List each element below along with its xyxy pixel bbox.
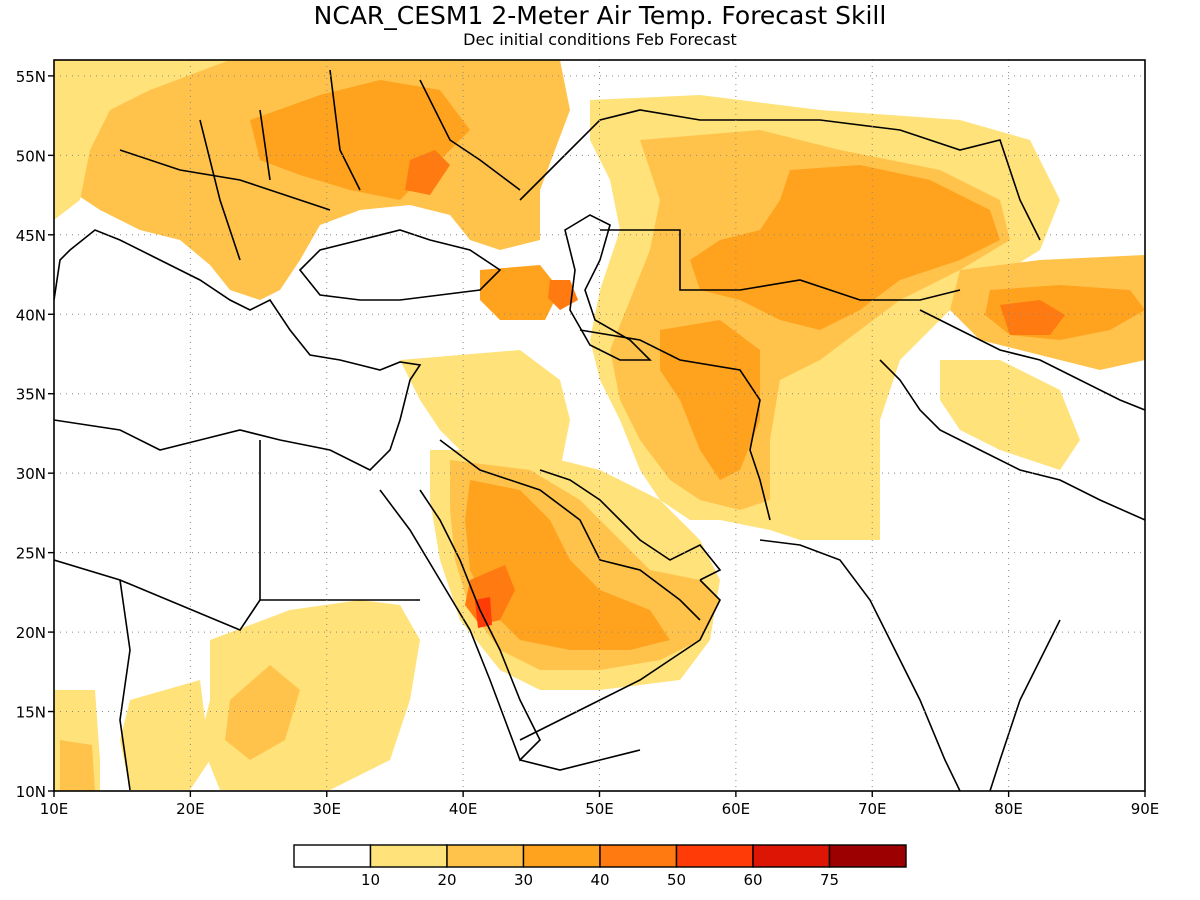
sudan-shading bbox=[225, 665, 300, 760]
caucasus-shading bbox=[480, 265, 560, 320]
lat-tick-label: 30N bbox=[16, 465, 46, 483]
europe-light-shading bbox=[54, 60, 230, 220]
caspian-coast bbox=[564, 214, 652, 361]
lon-tick-label: 60E bbox=[722, 800, 751, 818]
lat-tick-label: 20N bbox=[16, 624, 46, 642]
arabian-sea-coast bbox=[519, 579, 721, 741]
europe-borders bbox=[119, 69, 521, 261]
map-title: NCAR_CESM1 2-Meter Air Temp. Forecast Sk… bbox=[314, 1, 887, 30]
iran-border bbox=[579, 329, 771, 521]
gulf-coast bbox=[539, 469, 722, 581]
colorbar-label: 40 bbox=[590, 871, 609, 889]
kazakhstan-border bbox=[600, 229, 961, 301]
colorbar-label: 60 bbox=[743, 871, 762, 889]
colorbar-label: 50 bbox=[667, 871, 686, 889]
chad-light-shading bbox=[120, 680, 210, 790]
colorbar-swatch bbox=[369, 844, 448, 868]
west-africa-shading bbox=[60, 740, 95, 791]
sudan-light-shading bbox=[200, 600, 420, 790]
mediterranean-coast bbox=[54, 229, 422, 471]
black-sea-coast bbox=[298, 229, 502, 301]
lat-tick-label: 35N bbox=[16, 386, 46, 404]
china-peak-shading bbox=[1000, 300, 1065, 335]
colorbar-label: 10 bbox=[361, 871, 380, 889]
colorbar-label: 30 bbox=[514, 871, 533, 889]
colorbar-swatch bbox=[828, 844, 907, 868]
lat-tick-label: 45N bbox=[16, 227, 46, 245]
lon-tick-label: 10E bbox=[40, 800, 69, 818]
red-sea-coast bbox=[379, 489, 541, 762]
colorbar-swatch bbox=[446, 844, 525, 868]
lon-tick-label: 70E bbox=[858, 800, 887, 818]
lon-tick-label: 80E bbox=[994, 800, 1023, 818]
russia-peak-shading bbox=[405, 150, 450, 195]
lat-tick-label: 50N bbox=[16, 147, 46, 165]
map-subtitle: Dec initial conditions Feb Forecast bbox=[463, 30, 737, 49]
egypt-libya-border bbox=[259, 440, 420, 601]
colorbar-swatch bbox=[675, 844, 754, 868]
longitude-ticks: 10E 20E 30E 40E 50E 60E 70E 80E 90E bbox=[40, 791, 1160, 818]
india-coast bbox=[759, 539, 1061, 791]
colorbar: 10 20 30 40 50 60 75 bbox=[293, 844, 907, 889]
lat-tick-label: 55N bbox=[16, 68, 46, 86]
latitude-ticks: 55N 50N 45N 40N 35N 30N 25N 20N 15N 10N bbox=[16, 68, 54, 801]
lat-tick-label: 40N bbox=[16, 306, 46, 324]
himalaya-border bbox=[879, 359, 1145, 521]
colorbar-label: 75 bbox=[820, 871, 839, 889]
lon-tick-label: 20E bbox=[176, 800, 205, 818]
sudan-border bbox=[119, 579, 261, 631]
lat-tick-label: 10N bbox=[16, 783, 46, 801]
lon-tick-label: 30E bbox=[312, 800, 341, 818]
chad-border bbox=[54, 559, 131, 791]
arabia-max-shading bbox=[475, 597, 492, 628]
kazakhstan-shading bbox=[690, 165, 1000, 330]
colorbar-swatch bbox=[752, 844, 831, 868]
africa-horn-coast bbox=[519, 749, 641, 771]
arabia-border bbox=[439, 439, 701, 621]
colorbar-swatch bbox=[522, 844, 601, 868]
china-border bbox=[919, 309, 1145, 411]
lon-tick-label: 90E bbox=[1131, 800, 1160, 818]
lon-tick-label: 50E bbox=[585, 800, 614, 818]
lon-tick-label: 40E bbox=[449, 800, 478, 818]
lat-tick-label: 15N bbox=[16, 704, 46, 722]
colorbar-swatch bbox=[599, 844, 678, 868]
arabia-mid-shading bbox=[465, 480, 670, 650]
colorbar-swatch bbox=[293, 844, 372, 868]
russia-border bbox=[519, 109, 1041, 241]
tibet-light-shading bbox=[940, 360, 1080, 470]
levant-shading bbox=[400, 350, 570, 480]
skill-shading bbox=[54, 60, 1145, 791]
iran-shading bbox=[660, 320, 760, 480]
lat-tick-label: 25N bbox=[16, 545, 46, 563]
coastline-borders bbox=[54, 69, 1145, 791]
colorbar-label: 20 bbox=[437, 871, 456, 889]
